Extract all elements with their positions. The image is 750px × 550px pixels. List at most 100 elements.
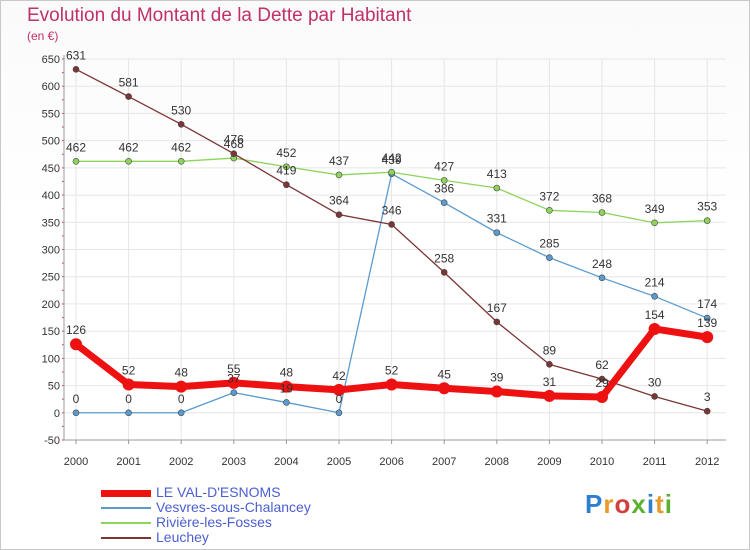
data-point (335, 409, 343, 417)
logo-letter: r (603, 489, 615, 519)
chart-axes: -500501001502002503003504004505005506006… (42, 54, 726, 468)
data-label: 19 (280, 381, 294, 395)
series-0 (70, 322, 714, 404)
y-tick-label: 0 (54, 408, 60, 420)
data-label: 427 (434, 159, 454, 173)
data-point (546, 207, 553, 214)
y-tick-label: 100 (42, 353, 60, 365)
legend-label: Vesvres-sous-Chalancey (156, 499, 311, 515)
data-label: 349 (645, 202, 665, 216)
legend-label: LE VAL-D'ESNOMS (156, 484, 281, 500)
data-label: 437 (329, 154, 349, 168)
y-tick-label: 650 (42, 54, 60, 66)
chart-series (70, 66, 714, 417)
x-tick-label: 2012 (695, 456, 719, 468)
data-label: 154 (645, 308, 665, 322)
data-point (72, 66, 80, 73)
data-point (177, 121, 185, 128)
data-label: 285 (539, 237, 559, 251)
legend-swatch (101, 537, 151, 539)
data-point (651, 219, 658, 227)
data-label: 55 (227, 362, 241, 376)
x-tick-label: 2007 (432, 456, 456, 468)
x-tick-label: 2002 (169, 456, 193, 468)
y-tick-label: 550 (42, 108, 60, 120)
x-tick-label: 2006 (379, 456, 403, 468)
data-label: 452 (276, 146, 296, 160)
data-label: 214 (645, 275, 665, 289)
data-label: 30 (648, 375, 662, 389)
data-label: 462 (171, 140, 191, 154)
data-label: 462 (119, 140, 139, 154)
data-point (440, 199, 448, 206)
data-label: 31 (543, 375, 557, 389)
data-label: 468 (224, 137, 244, 151)
y-tick-label: 150 (42, 326, 60, 338)
series-2 (72, 154, 711, 227)
y-tick-label: 300 (42, 245, 60, 257)
data-label: 62 (595, 358, 609, 372)
data-point (493, 229, 501, 236)
data-point (648, 322, 661, 335)
data-point (703, 217, 711, 224)
logo-letter: i (664, 489, 673, 519)
data-point (438, 382, 451, 395)
data-label: 45 (438, 367, 452, 381)
data-point (701, 331, 714, 344)
data-label: 52 (385, 363, 399, 377)
series-3 (72, 66, 711, 415)
data-label: 42 (332, 369, 346, 383)
proxiti-logo: Proxiti (585, 489, 673, 520)
data-label: 462 (66, 140, 86, 154)
x-tick-label: 2003 (222, 456, 246, 468)
data-point (546, 254, 553, 261)
x-tick-label: 2000 (64, 456, 88, 468)
data-label: 48 (175, 366, 189, 380)
data-point (546, 361, 553, 368)
data-point (72, 409, 80, 417)
data-label: 442 (382, 151, 402, 165)
data-label: 89 (543, 343, 557, 357)
data-label: 167 (487, 301, 507, 315)
data-label: 0 (336, 392, 343, 406)
data-point (125, 158, 132, 165)
data-point (651, 293, 658, 300)
x-tick-label: 2005 (327, 456, 351, 468)
data-point (177, 158, 185, 165)
y-tick-label: 600 (42, 81, 60, 93)
data-label: 413 (487, 167, 507, 181)
data-label: 29 (595, 376, 609, 390)
data-label: 372 (539, 189, 559, 203)
data-point (703, 407, 711, 415)
x-tick-label: 2004 (274, 456, 298, 468)
data-point (651, 393, 658, 400)
logo-letter: i (646, 489, 656, 519)
legend-swatch (101, 522, 151, 524)
data-label: 37 (227, 372, 241, 386)
data-point (703, 314, 711, 322)
x-tick-label: 2010 (590, 456, 614, 468)
data-label: 439 (382, 153, 402, 167)
data-label: 631 (66, 48, 86, 62)
data-point (388, 221, 395, 228)
data-label: 368 (592, 191, 612, 205)
data-point (125, 409, 132, 417)
data-label: 174 (697, 297, 717, 311)
y-tick-label: 200 (42, 299, 60, 311)
data-point (280, 380, 293, 393)
data-point (283, 399, 290, 406)
data-point (598, 274, 606, 282)
y-tick-label: 350 (42, 217, 60, 229)
data-label: 3 (704, 390, 711, 404)
data-point (72, 158, 80, 165)
data-point (333, 383, 345, 396)
data-point (596, 391, 608, 404)
data-point (70, 338, 82, 351)
logo-letter: x (631, 489, 647, 519)
logo-letter: t (655, 489, 665, 519)
chart-title: Evolution du Montant de la Dette par Hab… (27, 5, 412, 26)
x-tick-label: 2001 (116, 456, 140, 468)
y-tick-label: -50 (44, 435, 60, 447)
